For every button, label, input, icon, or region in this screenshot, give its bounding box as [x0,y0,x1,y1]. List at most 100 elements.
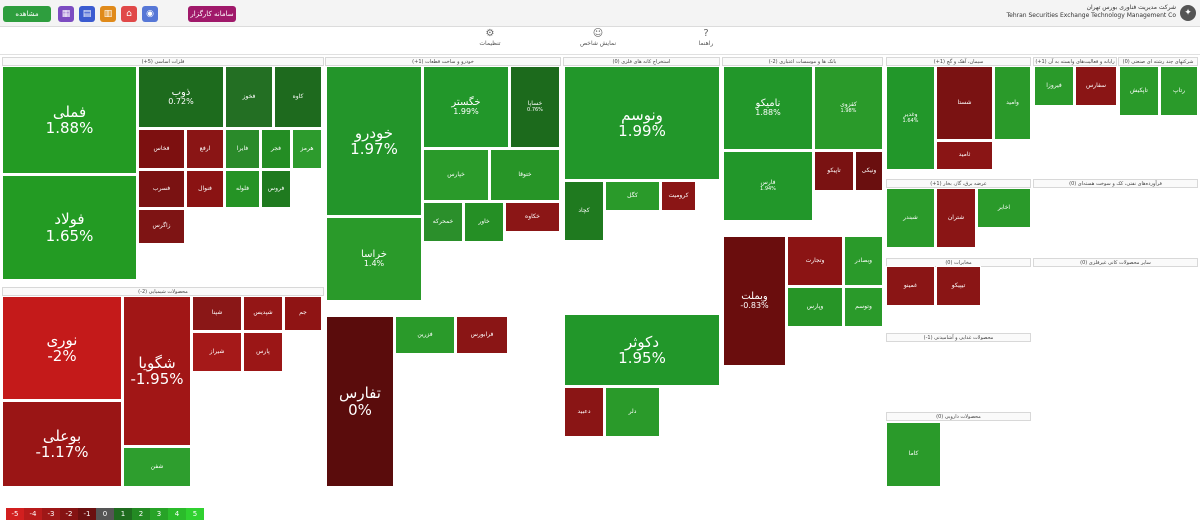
stock-tile[interactable]: خمحرکه [423,202,463,242]
stock-tile[interactable]: فولاد 1.65% [2,175,137,280]
subnav-help[interactable]: ? راهنما [686,28,726,50]
stock-tile[interactable]: هرمز [292,129,322,169]
chart-icon[interactable]: ▤ [79,6,95,22]
stock-tile[interactable]: خاور [464,202,504,242]
stock-change-percent: 0.76% [527,106,543,113]
stock-tile[interactable]: وامید [994,66,1031,140]
sector-header[interactable]: استخراج کانه های فلزی (0) [563,57,720,66]
stock-tile[interactable]: خراسا 1.4% [326,217,422,301]
stock-tile[interactable]: ارفع [186,129,224,169]
stock-symbol: فیروزا [1046,81,1062,89]
stock-tile[interactable]: دکوثر 1.95% [564,314,720,386]
stock-tile[interactable]: تاپیکو [814,151,854,191]
view-list-button[interactable]: مشاهده فهرست [3,6,51,34]
stock-tile[interactable]: فخاس [138,129,185,169]
stock-tile[interactable]: ختوقا [490,149,560,201]
sector-header[interactable]: خودرو و ساخت قطعات (1+) [325,57,561,66]
sector-header[interactable]: رایانه و فعالیت‌های وابسته به آن (1+) [1033,57,1117,66]
sector-header[interactable]: فلزات اساسی (5+) [2,57,324,66]
stock-tile[interactable]: فملی 1.88% [2,66,137,174]
stock-tile[interactable]: تفارس 0% [326,316,394,487]
stock-tile[interactable]: ثامید [936,141,993,170]
stock-tile[interactable]: ونوسم 1.99% [564,66,720,180]
stock-tile[interactable]: کگل [605,181,660,211]
list-icon[interactable]: ▥ [100,6,116,22]
sector-header[interactable]: عرضه برق، گاز، بخار (1+) [886,179,1031,188]
stock-tile[interactable]: خکاوه [505,202,560,232]
stock-symbol: وبملت [741,291,768,303]
stock-tile[interactable]: خگستر 1.99% [423,66,509,148]
stock-tile[interactable]: سفارس [1075,66,1117,106]
sector-header[interactable]: محصولات شیمیایی (2-) [2,287,324,296]
stock-tile[interactable]: شستا [936,66,993,140]
sector-header[interactable]: شرکتهای چند رشته ای صنعتی (0) [1118,57,1198,66]
subnav-index[interactable]: ☺ نمایش شاخص [578,28,618,50]
stock-tile[interactable]: نامیکو 1.88% [723,66,813,150]
stock-tile[interactable]: اخابر [977,188,1031,228]
stock-tile[interactable]: فروس [261,170,291,208]
stock-tile[interactable]: وبصادر [844,236,883,286]
stock-tile[interactable]: کچاد [564,181,604,241]
stock-tile[interactable]: شیراز [192,332,242,372]
sector-header[interactable]: فرآورده‌های نفتی، کک و سوخت هسته‌ای (0) [1033,179,1198,188]
stock-tile[interactable]: وتوسم [844,287,883,327]
stock-tile[interactable]: کاما [886,422,941,487]
stock-tile[interactable]: فلوله [225,170,260,208]
stock-tile[interactable]: تاپکیش [1119,66,1159,116]
stock-tile[interactable]: کقزوی 1.98% [814,66,883,150]
stock-tile[interactable]: فسرب [138,170,185,208]
sector-header[interactable]: محصولات دارویی (0) [886,412,1031,421]
stock-tile[interactable]: بوعلی -1.17% [2,401,122,487]
legend-item: -5 [6,508,24,520]
stock-tile[interactable]: وغدیر 1.64% [886,66,935,170]
stock-tile[interactable]: وبملت -0.83% [723,236,786,366]
people-icon: ☺ [592,28,604,39]
grid-icon[interactable]: ▦ [58,6,74,22]
stock-tile[interactable]: دلر [605,387,660,437]
stock-symbol: خمحرکه [432,217,454,225]
stock-tile[interactable]: فخوز [225,66,273,128]
stock-tile[interactable]: شپدیس [243,296,283,331]
stock-tile[interactable]: شتران [936,188,976,248]
stock-tile[interactable]: کرومیت [661,181,696,211]
home-icon[interactable]: ⌂ [121,6,137,22]
stock-symbol: بوعلی [42,426,82,445]
broker-system-button[interactable]: سامانه کارگزار [188,6,236,22]
stock-tile[interactable]: فجر [261,129,291,169]
stock-tile[interactable]: جم [284,296,322,331]
stock-tile[interactable]: وتجارت [787,236,843,286]
stock-tile[interactable]: فایرا [225,129,260,169]
stock-tile[interactable]: خساپا 0.76% [510,66,560,148]
stock-tile[interactable]: وپارس [787,287,843,327]
stock-tile[interactable]: شگویا -1.95% [123,296,191,446]
sector-header[interactable]: بانک ها و موسسات اعتباری (2-) [722,57,883,66]
stock-tile[interactable]: رتاپ [1160,66,1198,116]
stock-tile[interactable]: خپارس [423,149,489,201]
stock-tile[interactable]: تیپیکو [936,266,981,306]
stock-tile[interactable]: پارس [243,332,283,372]
stock-tile[interactable]: زاگرس [138,209,185,244]
stock-tile[interactable]: فرابورس [456,316,508,354]
stock-tile[interactable]: غمینو [886,266,935,306]
stock-tile[interactable]: خودرو 1.97% [326,66,422,216]
stock-tile[interactable]: فنوال [186,170,224,208]
stock-symbol: وغدیر [903,110,918,118]
stock-tile[interactable]: ذوب 0.72% [138,66,224,128]
stock-tile[interactable]: ونیکی [855,151,883,191]
stock-symbol: دکوثر [624,332,660,351]
sector-header[interactable]: محصولات غذایی و آشامیدنی (1-) [886,333,1031,342]
stock-tile[interactable]: فیروزا [1034,66,1074,106]
sector-header[interactable]: سیمان، آهک و گچ (1+) [886,57,1031,66]
user-icon[interactable]: ◉ [142,6,158,22]
stock-tile[interactable]: کاوه [274,66,322,128]
stock-tile[interactable]: فارس 1.94% [723,151,813,221]
subnav-settings[interactable]: ⚙ تنظیمات [470,28,510,50]
sector-header[interactable]: سایر محصولات کانی غیرفلزی (0) [1033,258,1198,267]
stock-tile[interactable]: دعبید [564,387,604,437]
stock-tile[interactable]: شفن [123,447,191,487]
stock-tile[interactable]: شبندر [886,188,935,248]
legend-item: -4 [24,508,42,520]
stock-tile[interactable]: فزرین [395,316,455,354]
stock-tile[interactable]: شپنا [192,296,242,331]
stock-tile[interactable]: نوری -2% [2,296,122,400]
